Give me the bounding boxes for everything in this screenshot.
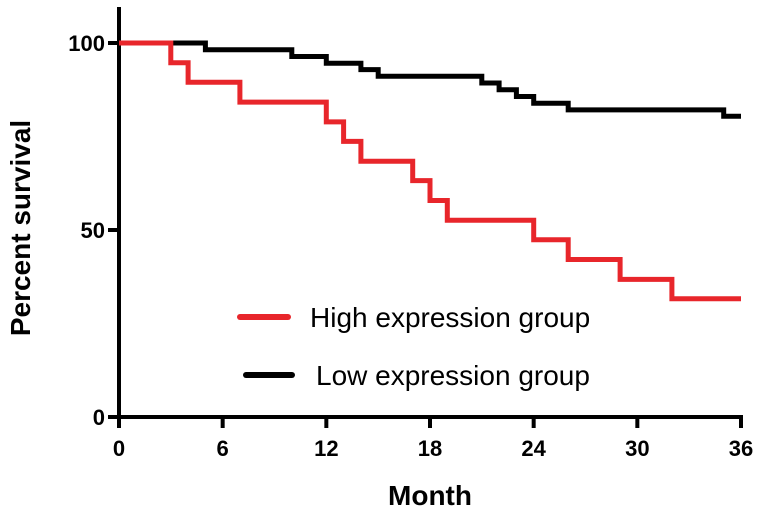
y-tick-label: 100 <box>68 31 105 56</box>
legend-label: High expression group <box>310 302 590 333</box>
x-tick-label: 18 <box>418 436 442 461</box>
y-axis-title: Percent survival <box>5 120 36 336</box>
legend-item-low-expression-group: Low expression group <box>243 360 590 391</box>
x-axis-title: Month <box>388 480 472 511</box>
series-line-high-expression-group <box>119 40 741 302</box>
series-group <box>119 40 741 302</box>
x-tick-label: 30 <box>625 436 649 461</box>
x-tick-label: 6 <box>217 436 229 461</box>
x-tick-label: 36 <box>729 436 753 461</box>
x-tick-label: 12 <box>314 436 338 461</box>
legend-item-high-expression-group: High expression group <box>237 302 590 333</box>
y-tick-label: 0 <box>93 405 105 430</box>
x-tick-label: 0 <box>113 436 125 461</box>
legend-label: Low expression group <box>316 360 590 391</box>
axes-group: 0 50 100 0 6 12 18 24 30 36 <box>68 7 753 461</box>
x-tick-label: 24 <box>521 436 546 461</box>
legend: High expression group Low expression grou… <box>237 302 590 391</box>
series-line-low-expression-group <box>119 40 741 119</box>
y-tick-label: 50 <box>81 218 105 243</box>
